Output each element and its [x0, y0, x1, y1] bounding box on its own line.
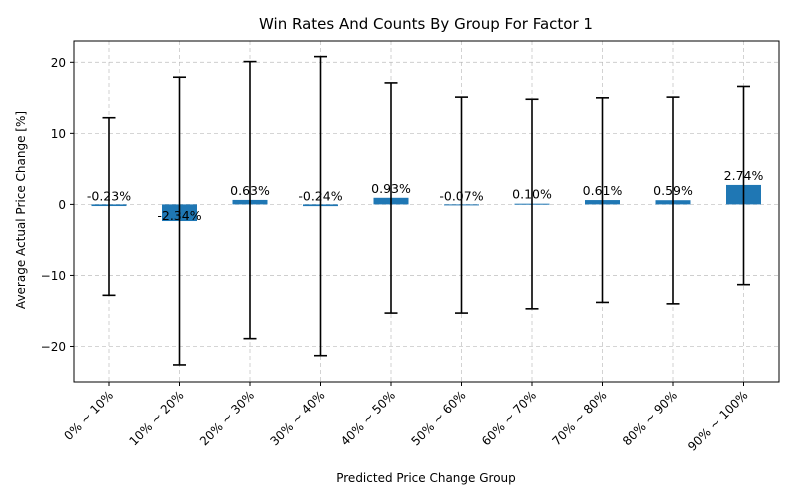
data-label: -0.07%	[439, 188, 483, 203]
plot-frame	[73, 40, 780, 383]
data-label: 0.93%	[371, 181, 411, 196]
data-label: 0.63%	[230, 183, 270, 198]
data-label: 2.74%	[724, 168, 764, 183]
data-label: -0.23%	[87, 188, 131, 203]
x-tick-label: 70% ~ 80%	[549, 388, 609, 448]
x-tick-label: 30% ~ 40%	[267, 388, 327, 448]
axes: −20 −10 0 10 20 0% ~ 10% 10% ~ 20% 20% ~ 30% 30%…	[41, 40, 780, 454]
chart-title: Win Rates And Counts By Group For Factor…	[259, 15, 593, 33]
x-tick-label: 0% ~ 10%	[61, 388, 116, 443]
x-axis-label: Predicted Price Change Group	[336, 471, 516, 485]
x-tick-label: 40% ~ 50%	[338, 388, 398, 448]
data-labels: -0.23% -2.34% 0.63% -0.24% 0.93% -0.07% 0.10% 0…	[87, 168, 764, 223]
x-tick-label: 60% ~ 70%	[479, 388, 539, 448]
data-label: 0.10%	[512, 187, 552, 202]
y-tick-label: −20	[41, 340, 66, 354]
data-label: 0.61%	[583, 183, 623, 198]
y-tick-label: 10	[51, 127, 66, 141]
data-label: 0.59%	[653, 183, 693, 198]
data-label: -2.34%	[157, 208, 201, 223]
y-tick-label: 0	[58, 198, 66, 212]
y-axis-label: Average Actual Price Change [%]	[14, 111, 28, 309]
data-label: -0.24%	[298, 188, 342, 203]
x-tick-label: 80% ~ 90%	[620, 388, 680, 448]
error-bars	[102, 55, 750, 366]
y-tick-label: −10	[41, 269, 66, 283]
x-tick-label: 90% ~ 100%	[685, 388, 751, 454]
y-tick-label: 20	[51, 56, 66, 70]
x-tick-label: 50% ~ 60%	[408, 388, 468, 448]
x-tick-label: 10% ~ 20%	[126, 388, 186, 448]
x-tick-label: 20% ~ 30%	[197, 388, 257, 448]
